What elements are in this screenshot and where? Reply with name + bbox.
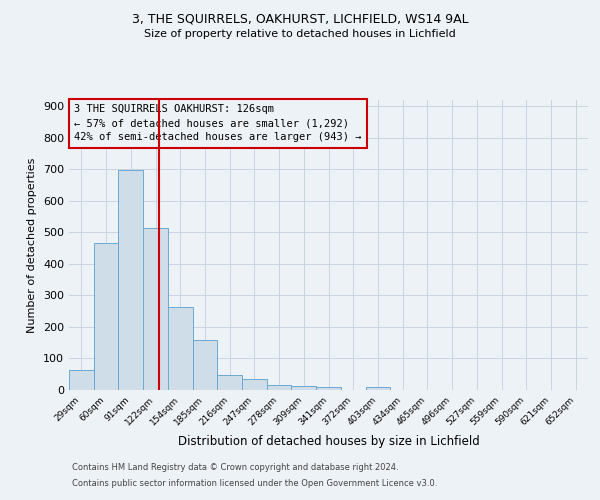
Bar: [69, 370, 94, 390]
Text: Size of property relative to detached houses in Lichfield: Size of property relative to detached ho…: [144, 29, 456, 39]
Bar: [143, 228, 168, 390]
Text: 3, THE SQUIRRELS, OAKHURST, LICHFIELD, WS14 9AL: 3, THE SQUIRRELS, OAKHURST, LICHFIELD, W…: [131, 12, 469, 26]
Bar: [316, 388, 341, 390]
Text: Contains public sector information licensed under the Open Government Licence v3: Contains public sector information licen…: [72, 478, 437, 488]
Bar: [193, 340, 217, 390]
Bar: [217, 375, 242, 390]
Bar: [365, 388, 390, 390]
Bar: [292, 386, 316, 390]
Bar: [118, 170, 143, 390]
Bar: [94, 243, 118, 390]
Bar: [267, 384, 292, 390]
Bar: [168, 308, 193, 390]
Y-axis label: Number of detached properties: Number of detached properties: [28, 158, 37, 332]
Text: Contains HM Land Registry data © Crown copyright and database right 2024.: Contains HM Land Registry data © Crown c…: [72, 464, 398, 472]
Text: 3 THE SQUIRRELS OAKHURST: 126sqm
← 57% of detached houses are smaller (1,292)
42: 3 THE SQUIRRELS OAKHURST: 126sqm ← 57% o…: [74, 104, 362, 142]
X-axis label: Distribution of detached houses by size in Lichfield: Distribution of detached houses by size …: [178, 436, 479, 448]
Bar: [242, 379, 267, 390]
